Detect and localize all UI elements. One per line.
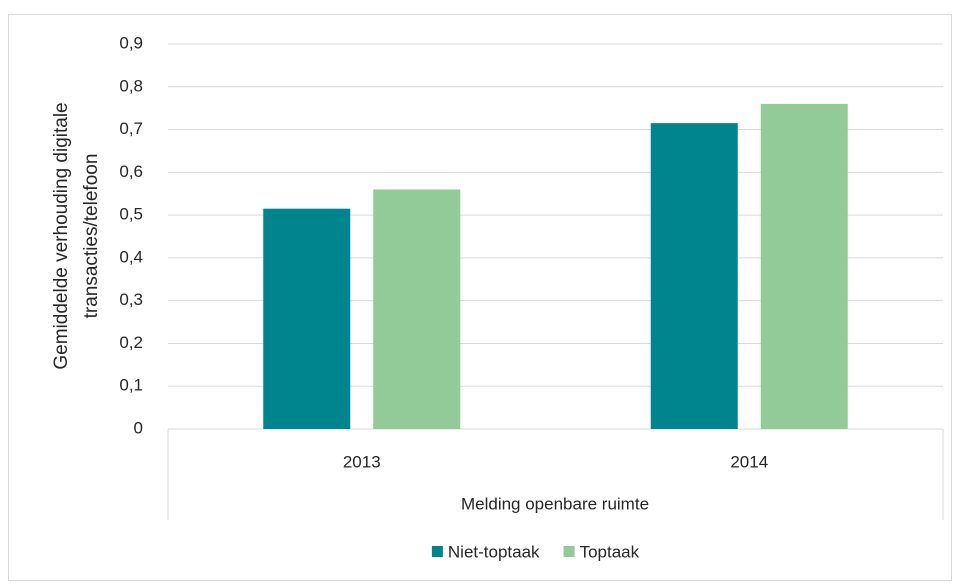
y-tick-label: 0,8 bbox=[119, 76, 143, 95]
y-tick-label: 0,5 bbox=[119, 205, 143, 224]
y-tick-label: 0,4 bbox=[119, 247, 143, 266]
y-tick-label: 0,2 bbox=[119, 333, 143, 352]
bar bbox=[373, 189, 461, 429]
x-tick-label: 2013 bbox=[343, 452, 381, 471]
y-axis-title: Gemiddelde verhouding digitale transacti… bbox=[51, 102, 102, 369]
y-axis-title-line: transacties/telefoon bbox=[81, 154, 102, 319]
legend-label: Niet-toptaak bbox=[448, 542, 540, 561]
bar bbox=[760, 103, 848, 429]
y-tick-label: 0,9 bbox=[119, 33, 143, 52]
x-tick-label: 2014 bbox=[730, 452, 768, 471]
bar bbox=[263, 208, 351, 429]
y-tick-label: 0,1 bbox=[119, 376, 143, 395]
legend-swatch bbox=[563, 546, 575, 557]
y-tick-label: 0 bbox=[134, 418, 143, 437]
y-tick-label: 0,7 bbox=[119, 119, 143, 138]
y-axis-title-line: Gemiddelde verhouding digitale bbox=[51, 102, 72, 369]
legend-swatch bbox=[431, 546, 443, 557]
x-axis-title: Melding openbare ruimte bbox=[461, 494, 649, 513]
legend-label: Toptaak bbox=[580, 542, 640, 561]
y-tick-label: 0,6 bbox=[119, 162, 143, 181]
bar bbox=[650, 123, 738, 429]
y-tick-label: 0,3 bbox=[119, 290, 143, 309]
